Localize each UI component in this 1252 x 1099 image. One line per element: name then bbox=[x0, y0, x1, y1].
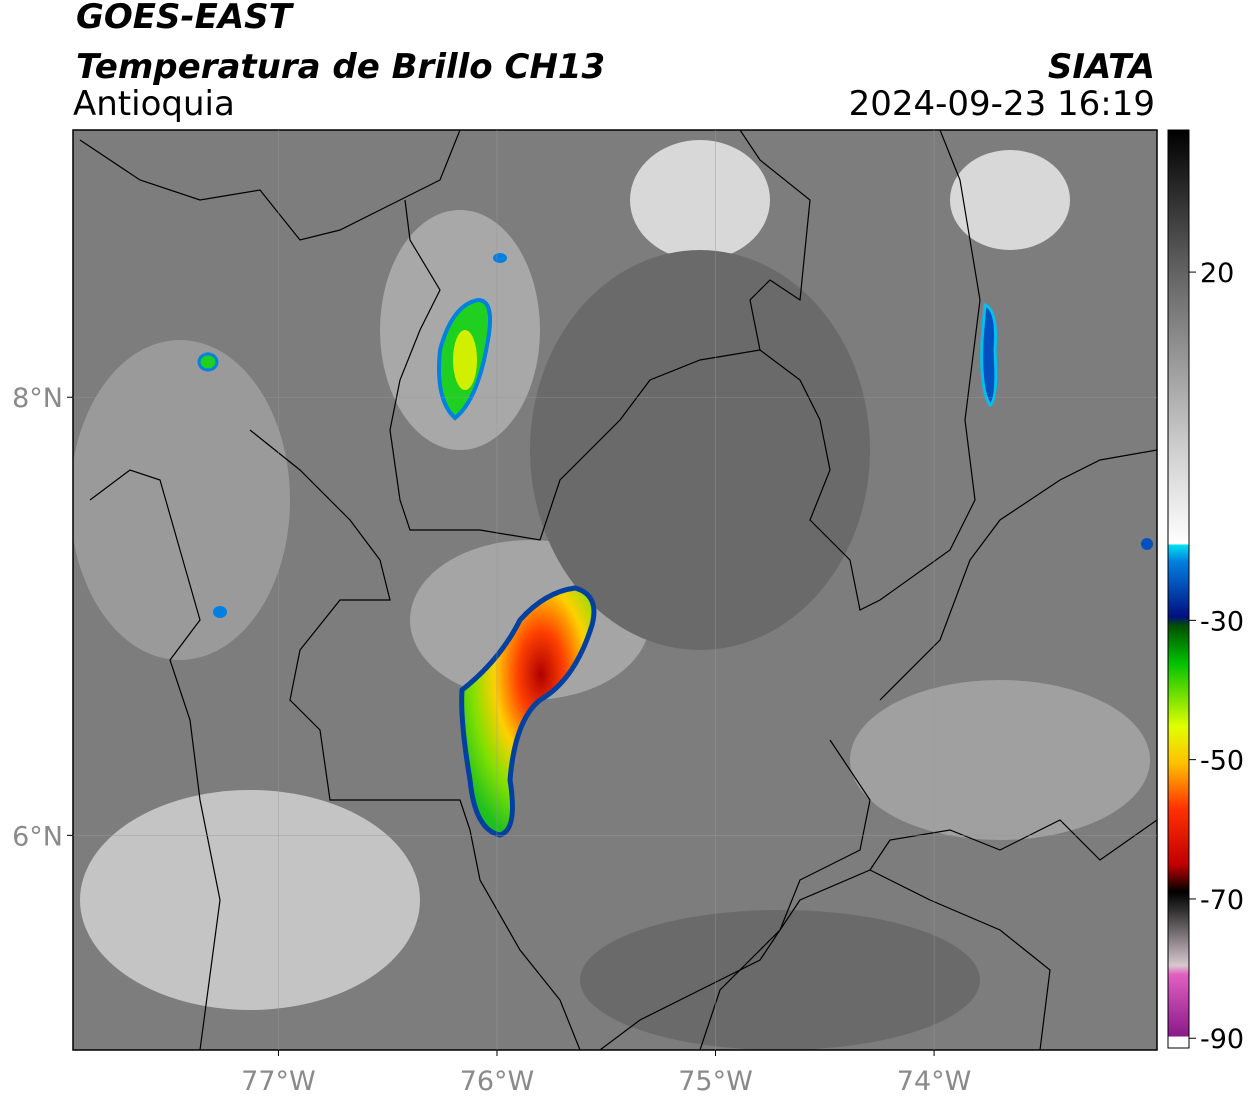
organization: SIATA bbox=[1048, 47, 1155, 87]
y-tick-label: 8°N bbox=[12, 383, 63, 414]
x-tick-label: 74°W bbox=[897, 1066, 972, 1097]
colorbar-label: 20 bbox=[1200, 258, 1234, 289]
y-tick-label: 6°N bbox=[12, 821, 63, 852]
region: Antioquia bbox=[73, 84, 235, 124]
satellite-image bbox=[73, 130, 1157, 1050]
colorbar-label: -70 bbox=[1200, 885, 1244, 916]
colorbar bbox=[1167, 129, 1190, 1049]
subtitle: Temperatura de Brillo CH13 bbox=[76, 47, 605, 87]
x-tick-label: 77°W bbox=[241, 1066, 316, 1097]
datetime: 2024-09-23 16:19 bbox=[849, 84, 1155, 124]
colorbar-label: -50 bbox=[1200, 746, 1244, 777]
x-tick-label: 75°W bbox=[678, 1066, 753, 1097]
map-frame bbox=[72, 129, 1158, 1051]
colorbar-label: -90 bbox=[1200, 1024, 1244, 1055]
colorbar-label: -30 bbox=[1200, 606, 1244, 637]
x-tick-label: 76°W bbox=[460, 1066, 535, 1097]
title: GOES-EAST bbox=[76, 0, 295, 37]
